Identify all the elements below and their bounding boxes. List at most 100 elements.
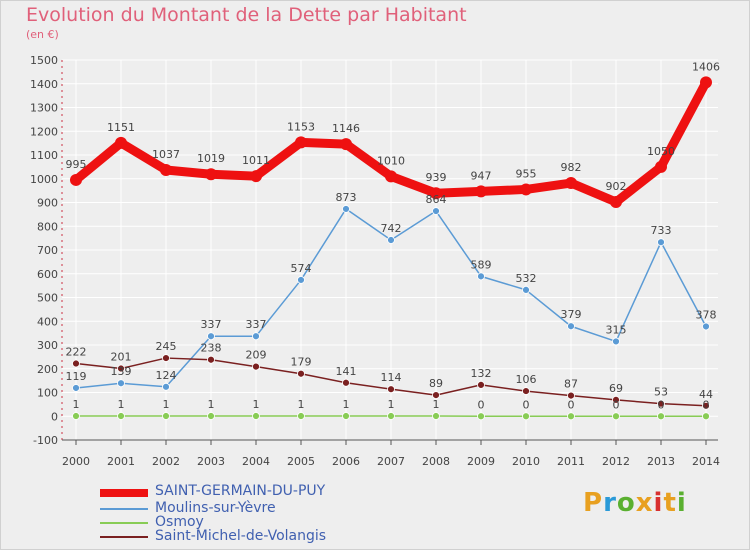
y-tick-label: 600 [37,268,58,281]
y-tick-label: 1500 [30,54,58,67]
y-tick-label: -100 [33,434,58,447]
data-label: 0 [568,398,575,411]
data-label: 87 [564,378,578,391]
data-point [252,362,260,371]
logo-letter: t [663,488,677,518]
data-point [702,401,710,410]
data-label: 947 [471,169,492,182]
data-point [297,412,305,420]
data-label: 0 [523,398,530,411]
x-tick-label: 2013 [647,455,675,468]
data-point [655,160,667,173]
y-tick-label: 1100 [30,149,58,162]
data-label: 44 [699,388,713,401]
y-tick-label: 1400 [30,78,58,91]
data-label: 119 [66,370,87,383]
data-point [72,384,80,392]
x-tick-label: 2009 [467,455,495,468]
y-tick-label: 400 [37,315,58,328]
data-point [385,170,397,183]
data-point [342,205,350,213]
data-point [207,332,215,341]
data-point [520,183,532,196]
data-point [70,173,82,186]
data-label: 1 [433,398,440,411]
data-label: 337 [246,318,267,331]
data-point [295,136,307,149]
legend-swatch [100,508,148,510]
data-label: 1019 [197,152,225,165]
x-tick-label: 2014 [692,455,720,468]
data-point [477,272,485,281]
data-point [612,412,620,421]
data-point [115,136,127,149]
data-label: 1 [208,398,215,411]
data-point [207,412,215,420]
data-label: 574 [291,262,312,275]
data-point [342,412,350,420]
logo-letter: o [616,488,636,518]
logo-letter: x [635,488,654,518]
chart-title: Evolution du Montant de la Dette par Hab… [26,4,467,26]
data-label: 0 [658,398,665,411]
x-tick-label: 2002 [152,455,180,468]
legend-swatch [100,489,148,497]
logo-letter: r [603,488,617,518]
y-tick-label: 700 [37,244,58,257]
data-point [162,412,170,420]
data-point [162,354,170,362]
y-tick-label: 1000 [30,173,58,186]
data-point [72,412,80,420]
data-point [612,337,620,346]
data-point [387,412,395,420]
data-point [387,236,395,244]
y-tick-label: 1300 [30,102,58,115]
data-point [162,382,170,391]
data-label: 222 [66,346,87,359]
data-label: 1 [118,398,125,411]
data-label: 53 [654,386,668,399]
x-tick-label: 2005 [287,455,315,468]
legend-label: Saint-Michel-de-Volangis [155,528,327,544]
data-point [567,391,575,400]
data-point [522,285,530,294]
x-tick-label: 2004 [242,455,270,468]
data-point [477,412,485,421]
data-label: 141 [336,365,357,378]
data-point [700,76,712,89]
y-tick-label: 300 [37,339,58,352]
data-label: 0 [613,398,620,411]
data-label: 995 [66,158,87,171]
data-label: 378 [696,308,717,321]
data-point [610,196,622,209]
data-point [522,387,530,395]
data-point [567,412,575,421]
y-tick-label: 900 [37,197,58,210]
data-label: 69 [609,382,623,395]
data-label: 939 [426,171,447,184]
data-label: 1153 [287,120,315,133]
legend-label: Osmoy [155,514,204,530]
data-label: 1037 [152,148,180,161]
data-label: 1151 [107,121,135,134]
x-tick-label: 2008 [422,455,450,468]
data-label: 132 [471,367,492,380]
data-label: 124 [156,369,177,382]
data-label: 238 [201,342,222,355]
logo-letter: P [583,488,604,518]
data-point [702,412,710,421]
data-point [430,187,442,200]
data-label: 982 [561,161,582,174]
data-point [702,322,710,331]
data-point [207,355,215,364]
data-label: 1010 [377,154,405,167]
legend-label: SAINT-GERMAIN-DU-PUY [155,483,326,499]
y-tick-label: 0 [51,410,58,423]
data-label: 106 [516,373,537,386]
x-tick-label: 2000 [62,455,90,468]
data-label: 0 [703,398,710,411]
data-point [432,412,440,420]
data-label: 742 [381,222,402,235]
logo-letter: i [653,488,664,518]
data-point [252,332,260,341]
